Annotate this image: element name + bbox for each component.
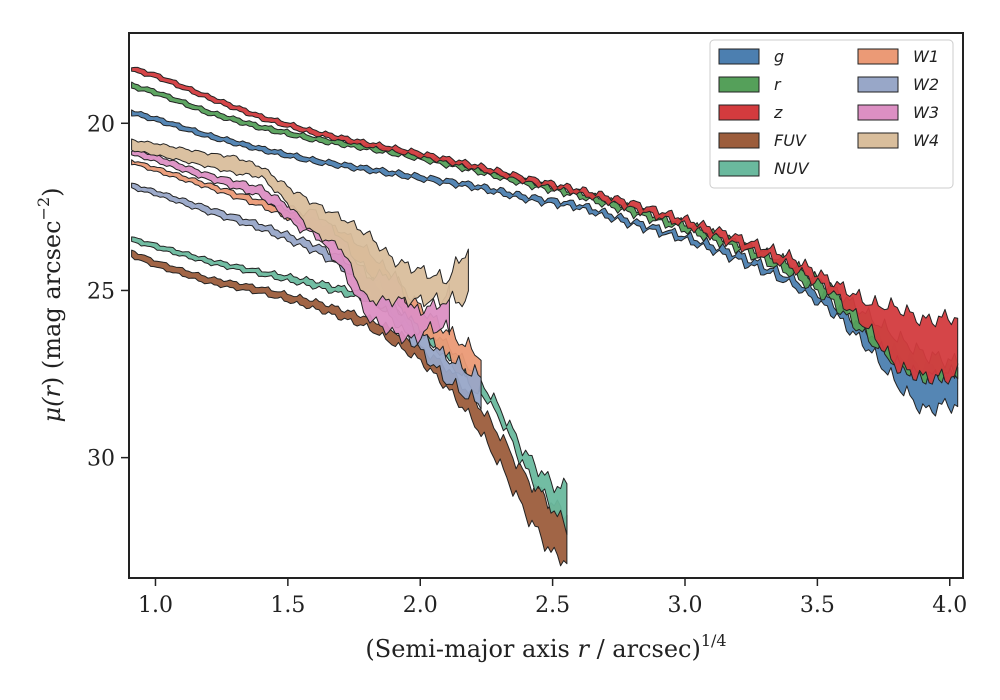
legend-label-nuv: NUV	[774, 159, 810, 178]
x-tick-label: 2.0	[403, 593, 438, 618]
y-axis: 20 25 30	[87, 112, 129, 472]
y-tick-label: 20	[87, 112, 115, 137]
profile-bands	[131, 66, 959, 567]
legend-label-w3: W3	[913, 103, 939, 122]
legend-swatch-w4	[857, 132, 899, 149]
x-tick-label: 2.5	[535, 593, 570, 618]
y-tick-label: 30	[87, 447, 115, 472]
legend-swatch-nuv	[718, 160, 760, 177]
plot-frame	[128, 32, 964, 579]
x-tick-label: 1.5	[270, 593, 305, 618]
legend-label-w4: W4	[913, 131, 939, 150]
band-z	[131, 66, 959, 385]
x-tick-label: 4.0	[932, 593, 967, 618]
legend-label-w1: W1	[913, 47, 939, 66]
legend-label-w2: W2	[913, 75, 939, 94]
band-w2	[131, 182, 482, 410]
y-tick-label: 25	[87, 279, 115, 304]
legend-label-g: g	[774, 47, 784, 66]
x-axis-label: (Semi-major axis r / arcsec)1/4	[365, 631, 726, 663]
band-fuv	[131, 249, 568, 567]
legend-swatch-g	[718, 48, 760, 65]
x-tick-label: 3.0	[668, 593, 703, 618]
legend-label-z: z	[773, 103, 783, 122]
legend-swatch-w1	[857, 48, 899, 65]
y-axis-label: μ(r) (mag arcsec−2)	[34, 187, 66, 422]
legend-swatch-fuv	[718, 132, 760, 149]
legend-label-fuv: FUV	[774, 131, 807, 150]
legend: grz FUV NUV W1 W2 W3 W4	[709, 39, 954, 189]
x-tick-label: 3.5	[800, 593, 835, 618]
legend-label-r: r	[774, 75, 782, 94]
legend-swatch-z	[718, 104, 760, 121]
legend-swatch-w2	[857, 76, 899, 93]
legend-swatch-w3	[857, 104, 899, 121]
band-g	[131, 109, 959, 417]
band-w4	[131, 138, 469, 308]
x-tick-label: 1.0	[138, 593, 173, 618]
x-axis: 1.0 1.5 2.0 2.5 3.0 3.5 4.0	[138, 578, 967, 618]
legend-swatch-r	[718, 76, 760, 93]
